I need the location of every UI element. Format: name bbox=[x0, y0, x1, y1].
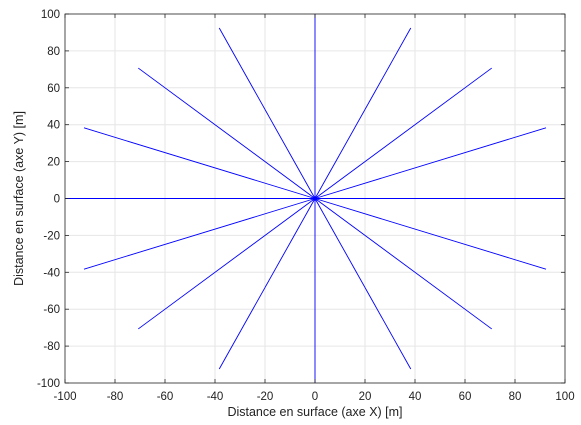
ticks bbox=[64, 13, 566, 384]
series-line bbox=[314, 198, 493, 330]
series-line bbox=[314, 127, 547, 199]
x-tick-label: -100 bbox=[53, 391, 76, 403]
series-group bbox=[65, 14, 565, 383]
x-tick-label: 20 bbox=[359, 391, 372, 403]
x-tick-label: 40 bbox=[409, 391, 422, 403]
y-tick-label: 80 bbox=[47, 46, 60, 58]
x-tick-label: 80 bbox=[509, 391, 522, 403]
series-line bbox=[314, 27, 412, 199]
y-tick-label: 100 bbox=[41, 9, 60, 21]
x-tick-label: -80 bbox=[107, 391, 124, 403]
y-tick-label: -100 bbox=[37, 378, 60, 390]
series-line bbox=[218, 27, 316, 199]
series-line bbox=[137, 67, 316, 199]
y-tick-label: -60 bbox=[43, 304, 60, 316]
y-tick-label: 20 bbox=[47, 157, 60, 169]
series-line bbox=[314, 67, 493, 199]
series-line bbox=[314, 198, 547, 270]
series-line bbox=[83, 127, 316, 199]
series-line bbox=[218, 198, 316, 370]
x-tick-labels: -100 -80 -60 -40 -20 0 20 40 60 80 100 bbox=[53, 391, 574, 403]
origin-point bbox=[312, 196, 318, 201]
series-line bbox=[314, 198, 412, 370]
x-tick-label: 60 bbox=[459, 391, 472, 403]
x-tick-label: 100 bbox=[555, 391, 574, 403]
y-tick-label: -20 bbox=[43, 230, 60, 242]
y-tick-label: 60 bbox=[47, 83, 60, 95]
y-tick-label: -80 bbox=[43, 341, 60, 353]
y-tick-label: 0 bbox=[54, 194, 60, 206]
x-tick-label: -40 bbox=[207, 391, 224, 403]
x-axis-title: Distance en surface (axe X) [m] bbox=[227, 405, 402, 419]
series-line bbox=[83, 198, 316, 270]
x-tick-label: 0 bbox=[312, 391, 318, 403]
y-tick-labels: -100 -80 -60 -40 -20 0 20 40 60 80 100 bbox=[37, 9, 60, 390]
series-line bbox=[137, 198, 316, 330]
x-tick-label: -20 bbox=[257, 391, 274, 403]
y-tick-label: 40 bbox=[47, 120, 60, 132]
x-tick-label: -60 bbox=[157, 391, 174, 403]
y-tick-label: -40 bbox=[43, 267, 60, 279]
y-axis-title: Distance en surface (axe Y) [m] bbox=[12, 111, 26, 286]
